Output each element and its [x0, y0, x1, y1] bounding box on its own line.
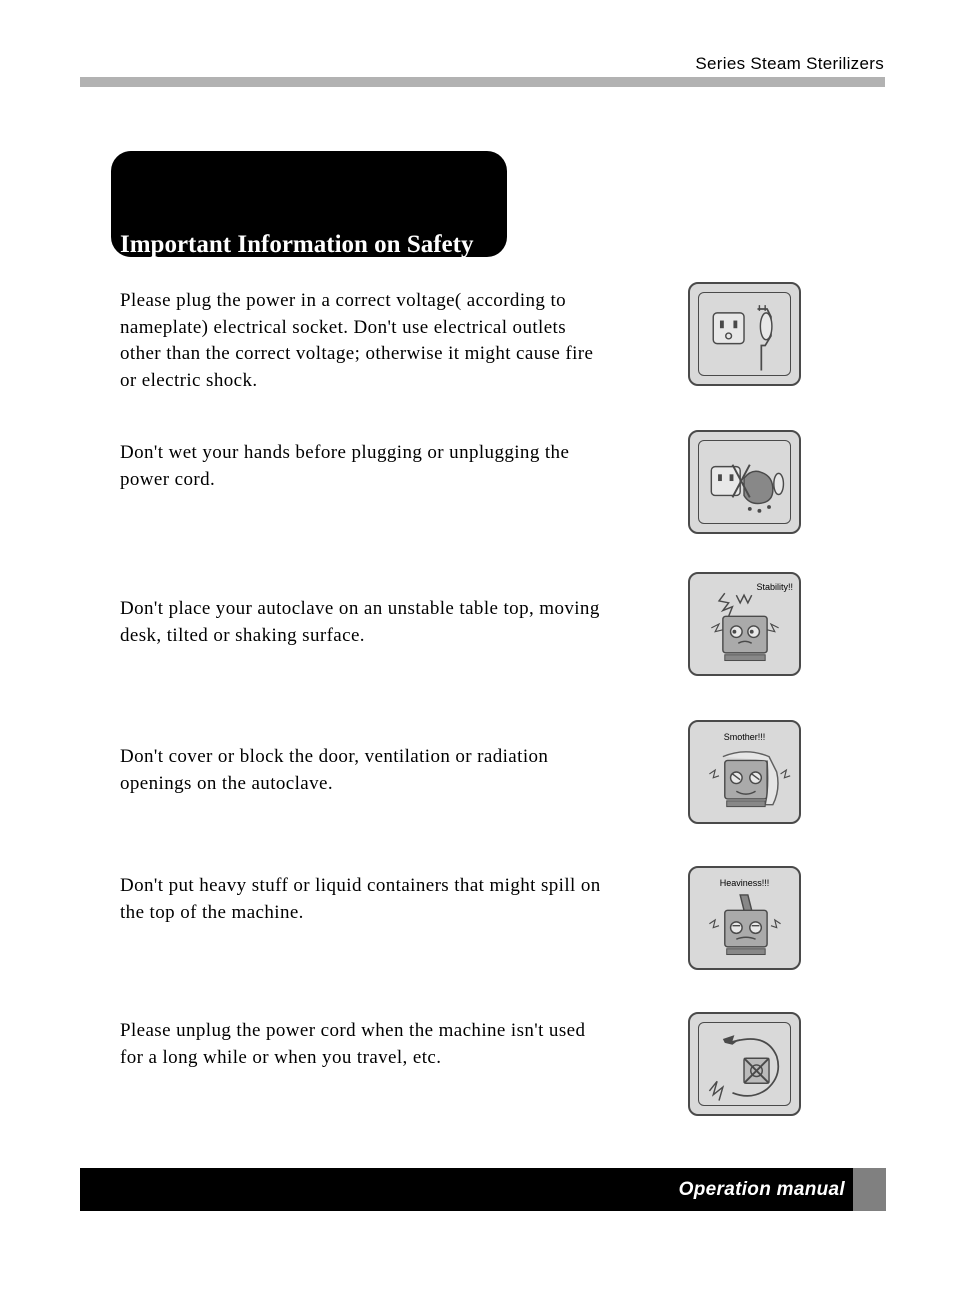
illustration-unplug-travel: [688, 1012, 801, 1116]
heaviness-icon: [690, 868, 799, 968]
safety-item-3-text: Don't place your autoclave on an unstabl…: [120, 596, 610, 649]
illustration-heaviness: Heaviness!!!: [688, 866, 801, 970]
illustration-plug-socket: [688, 282, 801, 386]
footer-label: Operation manual: [679, 1179, 845, 1201]
header-divider: [80, 77, 885, 87]
wet-hand-icon: [690, 432, 799, 532]
safety-item-6-text: Please unplug the power cord when the ma…: [120, 1018, 610, 1071]
safety-item-1-text: Please plug the power in a correct volta…: [120, 288, 610, 394]
section-title: Important Information on Safety: [120, 231, 500, 259]
safety-item-5-text: Don't put heavy stuff or liquid containe…: [120, 873, 610, 926]
stability-icon: [690, 574, 799, 674]
illustration-wet-hand: [688, 430, 801, 534]
smother-icon: [690, 722, 799, 822]
illustration-smother: Smother!!!: [688, 720, 801, 824]
unplug-travel-icon: [690, 1014, 799, 1114]
header-product-line: Series Steam Sterilizers: [695, 54, 884, 74]
footer-gray-endcap: [853, 1168, 886, 1211]
plug-socket-icon: [690, 284, 799, 384]
footer-bar: Operation manual: [80, 1168, 885, 1211]
safety-item-4-text: Don't cover or block the door, ventilati…: [120, 744, 610, 797]
safety-item-2-text: Don't wet your hands before plugging or …: [120, 440, 610, 493]
illustration-stability: Stability!!: [688, 572, 801, 676]
